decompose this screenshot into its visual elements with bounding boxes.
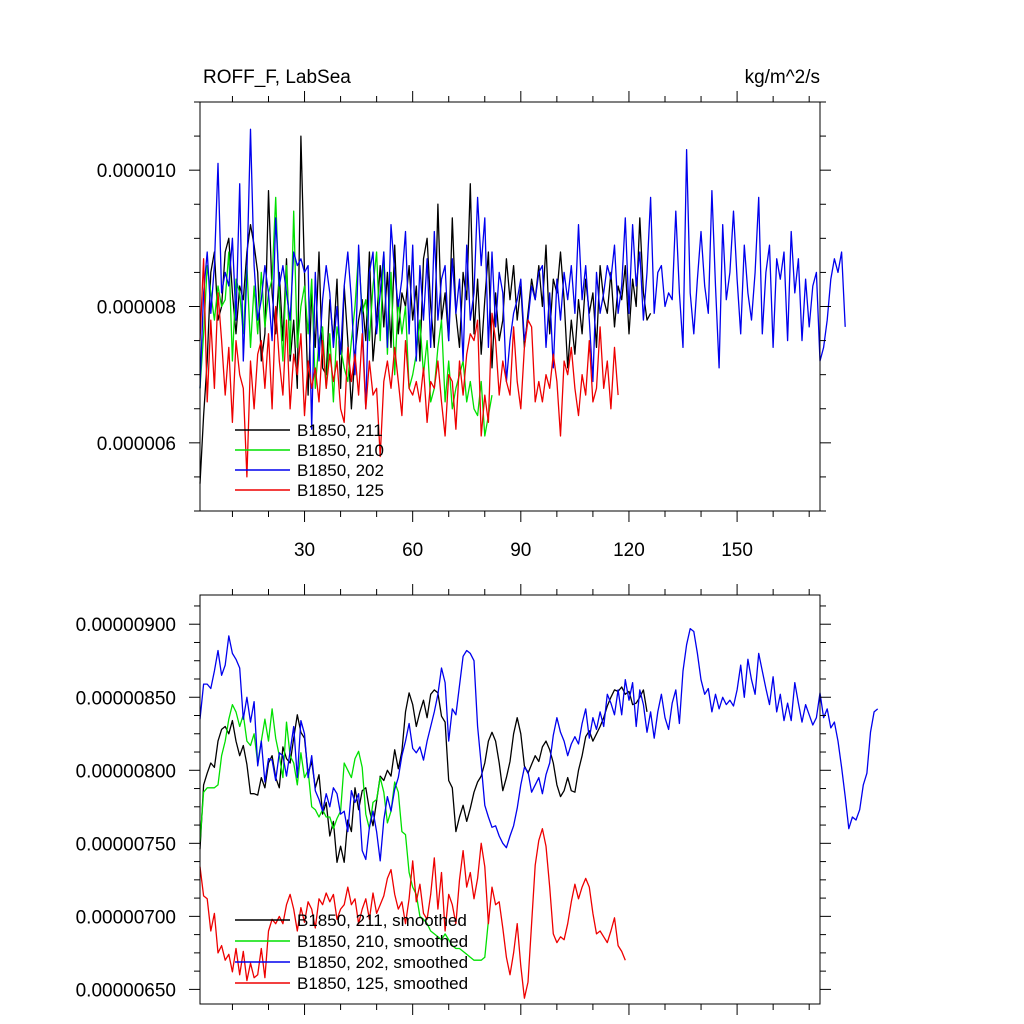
top-x-tick-label: 120 — [613, 540, 645, 561]
bottom-y-tick-label: 0.00000850 — [76, 688, 176, 709]
bottom-y-tick-label: 0.00000900 — [76, 615, 176, 636]
top-panel: ROFF_F, LabSea kg/m^2/s 30 60 90 120 150 0.00… — [97, 67, 846, 561]
top-x-tick-label: 30 — [294, 540, 315, 561]
bottom-y-tick-label: 0.00000700 — [76, 907, 176, 928]
bottom-series-line-0 — [199, 686, 648, 863]
bottom-axes: 0.00000650 0.00000700 0.00000750 0.00000800… — [76, 584, 831, 1015]
top-x-tick-label: 150 — [721, 540, 753, 561]
top-series-line-2 — [199, 128, 846, 430]
bottom-panel: 0.00000650 0.00000700 0.00000750 0.00000800… — [76, 584, 879, 1015]
top-title-left: ROFF_F, LabSea — [203, 67, 351, 88]
bottom-y-tick-label: 0.00000800 — [76, 761, 176, 782]
bottom-legend-label-3: B1850, 125, smoothed — [297, 974, 468, 993]
top-x-tick-label: 60 — [402, 540, 423, 561]
top-legend-label-3: B1850, 125 — [297, 481, 384, 500]
bottom-legend-label-0: B1850, 211, smoothed — [297, 911, 467, 930]
bottom-legend: B1850, 211, smoothed B1850, 210, smoothe… — [235, 911, 468, 993]
bottom-plot-frame — [199, 594, 821, 1005]
top-y-tick-label: 0.000006 — [97, 434, 176, 455]
bottom-legend-label-2: B1850, 202, smoothed — [297, 953, 468, 972]
bottom-y-tick-label: 0.00000650 — [76, 980, 176, 1001]
top-legend-label-1: B1850, 210 — [297, 441, 384, 460]
bottom-series-line-2 — [199, 627, 879, 862]
top-legend: B1850, 211 B1850, 210 B1850, 202 B1850, … — [235, 421, 384, 500]
bottom-legend-label-1: B1850, 210, smoothed — [297, 932, 468, 951]
bottom-series-group — [199, 627, 879, 999]
bottom-y-tick-label: 0.00000750 — [76, 834, 176, 855]
top-axes: 30 60 90 120 150 0.000006 0.000008 0.000010 — [97, 91, 831, 561]
top-x-tick-label: 90 — [510, 540, 531, 561]
top-series-line-0 — [199, 135, 652, 484]
top-series-group — [199, 128, 846, 484]
top-y-tick-label: 0.000010 — [97, 161, 176, 182]
top-plot-frame — [199, 101, 821, 512]
top-legend-label-0: B1850, 211 — [297, 421, 383, 440]
top-series-line-3 — [199, 258, 619, 478]
top-y-tick-label: 0.000008 — [97, 298, 176, 319]
top-legend-label-2: B1850, 202 — [297, 461, 384, 480]
bottom-series-line-3 — [199, 828, 626, 999]
bottom-series-line-1 — [199, 703, 490, 961]
top-title-right: kg/m^2/s — [745, 67, 820, 88]
